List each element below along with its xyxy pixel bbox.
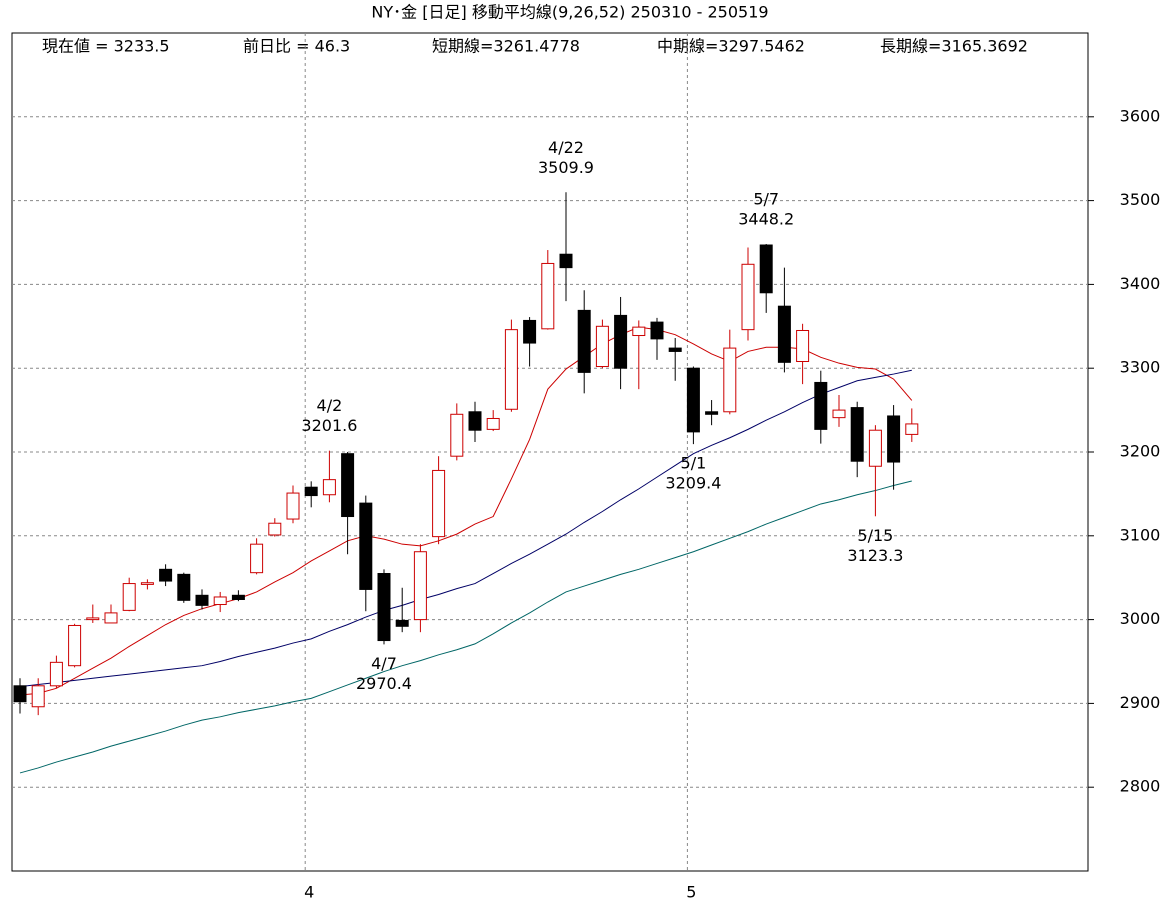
candle-body [686, 367, 700, 433]
candle-body [49, 661, 63, 687]
annotation-value: 3448.2 [738, 210, 794, 229]
candle-body [905, 423, 919, 435]
candle-body [413, 551, 427, 621]
y-tick-label: 3600 [1120, 106, 1161, 125]
candle-body [468, 411, 482, 431]
y-tick-label: 3000 [1120, 609, 1161, 628]
candle-body [140, 582, 154, 585]
candle-body [723, 347, 737, 413]
candle-body [504, 329, 518, 410]
annotation-value: 3123.3 [847, 546, 903, 565]
candle-body [286, 492, 300, 520]
annotation-date: 4/7 [371, 654, 397, 673]
candle-body [814, 381, 828, 430]
candle-body [341, 453, 355, 518]
y-tick-label: 3500 [1120, 190, 1161, 209]
candle-body [122, 583, 136, 611]
annotation-date: 4/2 [317, 396, 343, 415]
annotation-date: 5/7 [753, 190, 779, 209]
candle-body [777, 305, 791, 363]
y-tick-label: 2900 [1120, 693, 1161, 712]
candle-body [250, 543, 264, 574]
candle-body [432, 469, 446, 538]
header-item: 現在値 = 3233.5 [42, 37, 170, 56]
candle-body [614, 314, 628, 369]
candle-body [86, 617, 100, 621]
candle-body [595, 325, 609, 368]
annotation-value: 3201.6 [301, 416, 357, 435]
candle-body [850, 407, 864, 462]
x-tick-label: 5 [686, 883, 696, 902]
moving-average-line [19, 369, 912, 688]
candle-body [450, 413, 464, 457]
header-item: 長期線=3165.3692 [880, 37, 1028, 56]
header-item: 中期線=3297.5462 [657, 37, 805, 56]
annotation-value: 2970.4 [356, 674, 412, 693]
y-tick-label: 2800 [1120, 777, 1161, 796]
candle-body [796, 329, 810, 362]
annotation-date: 5/1 [681, 454, 707, 473]
candle-body [741, 263, 755, 331]
candle-body [832, 409, 846, 419]
header-item: 短期線=3261.4778 [432, 37, 580, 56]
candle-body [231, 594, 245, 600]
candle-body [632, 326, 646, 337]
candle-body [359, 502, 373, 590]
candle-body [304, 486, 318, 497]
header-item: 前日比 = 46.3 [243, 37, 350, 56]
candle-body [541, 262, 555, 330]
candle-body [577, 309, 591, 373]
candle-body [177, 573, 191, 601]
y-tick-label: 3400 [1120, 274, 1161, 293]
candle-body [195, 594, 209, 606]
moving-average-line [19, 326, 913, 696]
y-tick-label: 3100 [1120, 525, 1161, 544]
candle-body [213, 596, 227, 606]
candle-body [31, 685, 45, 708]
candle-body [868, 429, 882, 467]
chart-title: NY･金 [日足] 移動平均線(9,26,52) 250310 - 250519 [371, 3, 768, 22]
y-tick-label: 3300 [1120, 358, 1161, 377]
candle-body [668, 347, 682, 352]
candle-body [705, 411, 719, 415]
annotation-value: 3209.4 [665, 474, 721, 493]
candle-body [523, 319, 537, 344]
candle-body [268, 522, 282, 536]
annotation-date: 4/22 [548, 138, 584, 157]
y-tick-label: 3200 [1120, 442, 1161, 461]
candle-body [322, 479, 336, 496]
candle-body [650, 321, 664, 340]
candle-body [104, 612, 118, 624]
candle-body [759, 244, 773, 294]
candle-body [159, 568, 173, 582]
candle-body [13, 685, 27, 703]
candle-body [887, 415, 901, 463]
candle-body [395, 619, 409, 627]
annotation-value: 3509.9 [538, 158, 594, 177]
moving-average-line [19, 480, 912, 774]
candle-body [559, 253, 573, 269]
annotation-date: 5/15 [857, 526, 893, 545]
x-tick-label: 4 [304, 883, 314, 902]
candle-body [377, 573, 391, 642]
candle-body [486, 417, 500, 430]
candle-body [68, 624, 82, 667]
